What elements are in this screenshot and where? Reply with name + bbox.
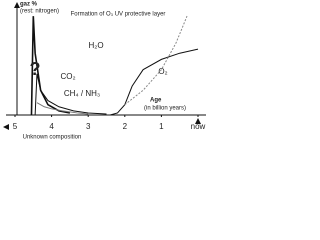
y-label: gaz % (20, 2, 38, 8)
series-label: CO₂ (60, 72, 75, 81)
now-arrow (195, 118, 201, 124)
y-sublabel: (rest: nitrogen) (20, 9, 59, 15)
series-line (110, 48, 199, 116)
x-axis-arrow-left (3, 124, 9, 130)
series-label: O₂ (158, 67, 167, 76)
series-line (124, 15, 188, 106)
series-line (36, 102, 89, 115)
series-line (34, 73, 107, 116)
x-tick-label: 2 (123, 122, 128, 131)
annotation: Formation of O₃ UV protective layer (71, 12, 166, 18)
y-axis-arrow (14, 2, 20, 8)
chart: gaz % (rest: nitrogen) Age (in billion y… (3, 2, 206, 141)
x-tick-label: now (191, 122, 206, 131)
series-label: CH₄ / NH₃ (64, 89, 100, 98)
series-label: H₂O (88, 41, 103, 50)
x-tick-label: 4 (49, 122, 54, 131)
x-label: Age (150, 98, 162, 104)
x-tick-label: 3 (86, 122, 91, 131)
x-tick-label: 5 (13, 122, 18, 131)
x-tick-label: 1 (159, 122, 164, 131)
page: {"chart_data": { "type": "line", "y_labe… (0, 0, 220, 142)
annotation: ? (30, 59, 41, 79)
x-note: Unknown composition (23, 135, 82, 141)
x-sublabel: (in billion years) (144, 106, 186, 112)
